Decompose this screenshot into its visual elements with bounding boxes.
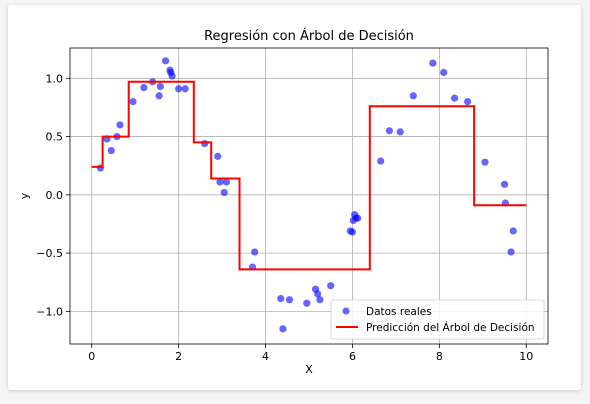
data-point bbox=[440, 68, 448, 77]
data-point bbox=[162, 57, 170, 65]
legend-label-datos-reales: Datos reales bbox=[366, 306, 432, 318]
data-point bbox=[507, 248, 515, 256]
data-point bbox=[220, 188, 228, 197]
prediction-line bbox=[91, 80, 527, 271]
data-point bbox=[464, 98, 472, 106]
series-layer bbox=[91, 57, 527, 333]
data-point bbox=[222, 178, 231, 186]
legend: Datos reales Predicción del Árbol de Dec… bbox=[330, 299, 545, 340]
x-tick-label: 6 bbox=[349, 350, 356, 363]
data-point bbox=[277, 294, 285, 303]
data-point bbox=[175, 85, 183, 93]
data-point bbox=[316, 296, 324, 304]
data-point bbox=[251, 248, 259, 256]
chart-title: Regresión con Árbol de Decisión bbox=[204, 28, 414, 44]
data-point bbox=[279, 325, 287, 333]
y-tick-label: 1.0 bbox=[46, 72, 64, 85]
legend-marker-datos-reales bbox=[342, 307, 350, 315]
data-point bbox=[201, 139, 209, 148]
x-tick-label: 4 bbox=[262, 350, 269, 363]
data-point bbox=[509, 227, 517, 235]
data-point bbox=[481, 158, 489, 166]
y-tick-label: −1.0 bbox=[36, 305, 63, 318]
data-point bbox=[168, 72, 176, 80]
y-tick-label: 0.5 bbox=[46, 131, 64, 144]
y-tick-label: 0.0 bbox=[46, 189, 64, 202]
data-point bbox=[314, 290, 322, 298]
y-tick-label: −0.5 bbox=[36, 247, 63, 260]
data-point bbox=[155, 92, 163, 100]
legend-label-prediccion: Predicción del Árbol de Decisión bbox=[366, 321, 535, 334]
data-point bbox=[377, 157, 385, 165]
data-point bbox=[116, 121, 124, 129]
data-point bbox=[214, 152, 222, 160]
data-point bbox=[348, 228, 357, 236]
data-point bbox=[354, 214, 362, 222]
data-point bbox=[129, 98, 137, 106]
x-axis-label: X bbox=[305, 363, 313, 376]
x-tick-label: 0 bbox=[88, 350, 95, 363]
plot-frame bbox=[69, 47, 549, 345]
legend-box bbox=[330, 299, 545, 340]
data-point bbox=[303, 299, 311, 307]
data-point bbox=[285, 296, 294, 304]
data-point bbox=[500, 180, 509, 188]
x-tick-label: 10 bbox=[519, 350, 533, 363]
x-tick-label: 8 bbox=[436, 350, 443, 363]
ticks: 0 2 4 6 8 10 −1.0 −0.5 0.0 0.5 1.0 bbox=[36, 72, 533, 363]
data-point bbox=[429, 59, 437, 67]
data-point bbox=[385, 127, 393, 135]
data-point bbox=[409, 92, 417, 100]
data-point bbox=[140, 84, 148, 92]
data-point bbox=[216, 178, 224, 186]
data-point bbox=[396, 128, 404, 136]
data-point bbox=[156, 82, 164, 91]
data-point bbox=[327, 282, 335, 290]
y-axis-label: y bbox=[18, 192, 31, 199]
data-point bbox=[107, 146, 115, 155]
data-point bbox=[450, 94, 459, 102]
x-tick-label: 2 bbox=[175, 350, 182, 363]
data-point bbox=[181, 85, 189, 93]
